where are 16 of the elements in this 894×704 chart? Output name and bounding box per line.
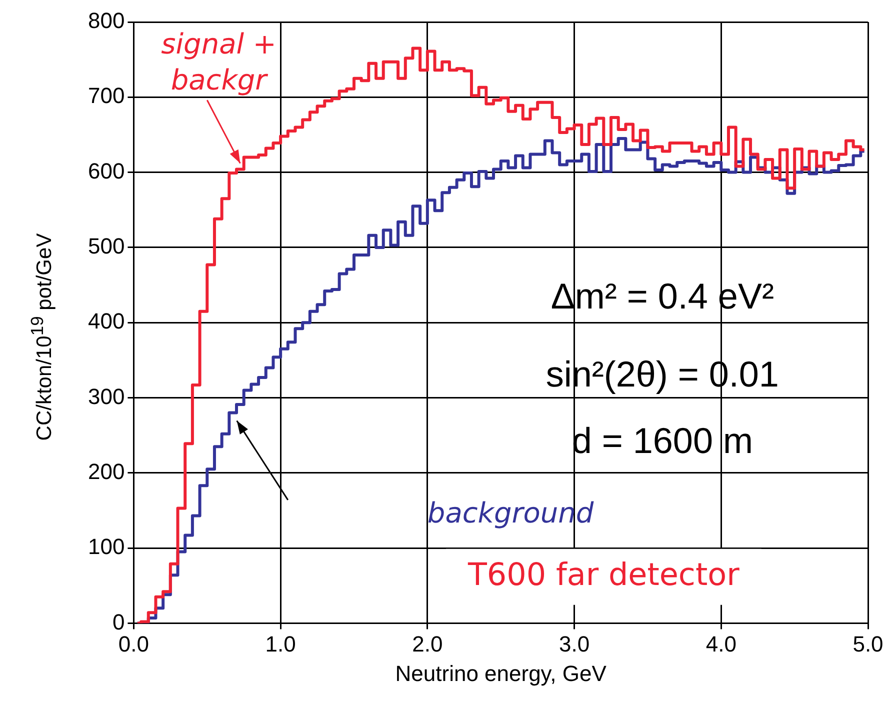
y-tick-label: 500 [88, 234, 125, 259]
x-axis-title: Neutrino energy, GeV [395, 660, 607, 686]
y-tick-label: 800 [88, 8, 125, 34]
x-tick-label: 5.0 [852, 631, 884, 656]
y-tick-label: 600 [88, 158, 125, 184]
x-tick-label: 1.0 [265, 631, 296, 656]
x-tick-label: 3.0 [558, 631, 590, 656]
y-tick-label: 100 [88, 534, 125, 560]
annotation: T600 far detector [466, 556, 740, 593]
y-tick-label: 700 [88, 83, 125, 108]
series-label: signal + backgr [161, 27, 276, 96]
x-tick-label: 4.0 [706, 631, 736, 656]
y-tick-label: 400 [88, 308, 125, 334]
x-tick-label: 2.0 [412, 631, 443, 656]
y-tick-label: 200 [88, 458, 125, 484]
y-tick-label: 300 [88, 384, 125, 409]
